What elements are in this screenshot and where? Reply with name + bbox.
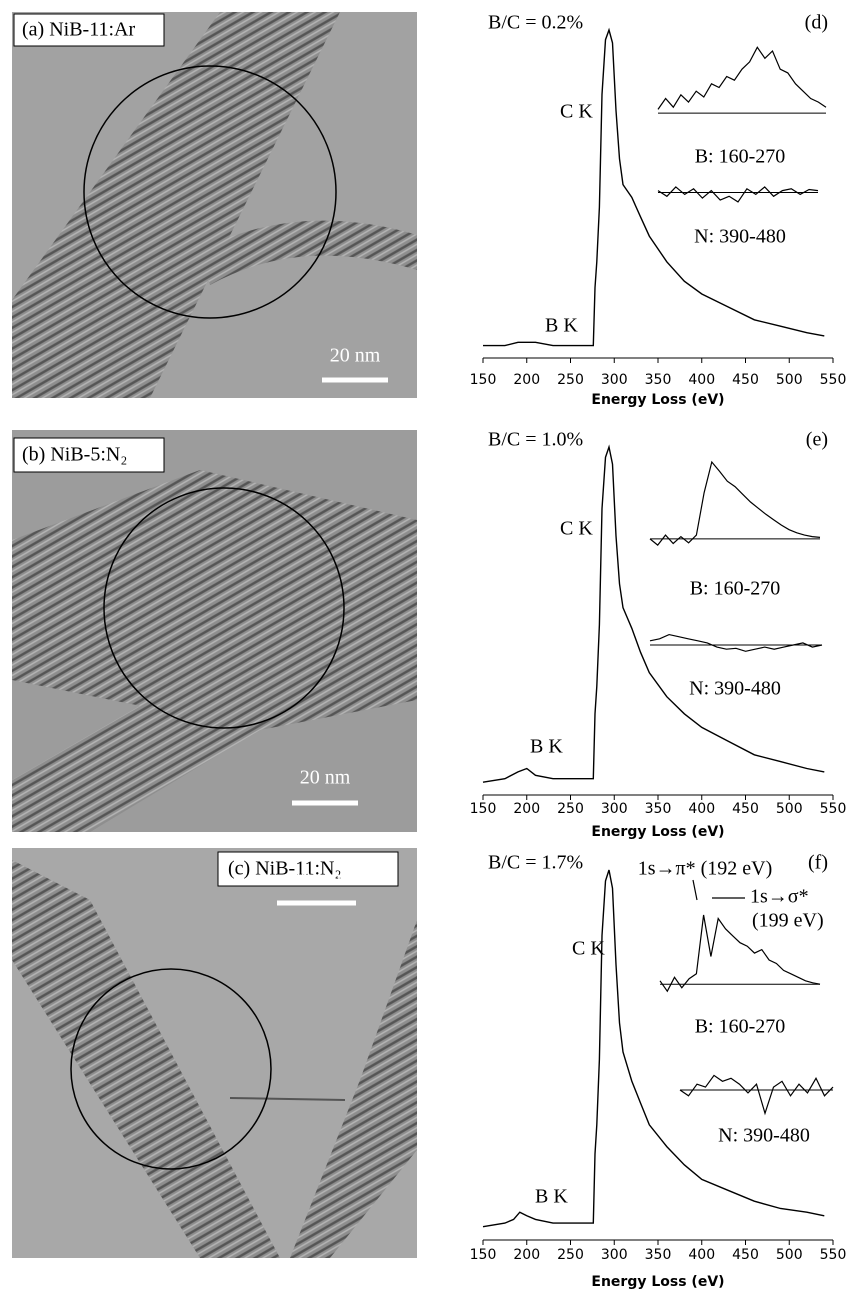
edge-label: B K: [530, 736, 563, 758]
label-box: [13, 13, 165, 47]
x-tick-label: 300: [601, 372, 628, 388]
x-tick-label: 350: [645, 372, 672, 388]
x-tick-label: 350: [645, 801, 672, 817]
x-tick-label: 250: [557, 801, 584, 817]
x-tick-label: 450: [732, 372, 759, 388]
label-box: [13, 437, 165, 473]
nanotube: [12, 700, 260, 832]
tem-panel-a: (a) NiB-11:Ar 20 nm: [12, 12, 417, 398]
inset-spectrum: [679, 1074, 834, 1116]
spectrum: [482, 444, 825, 783]
x-tick-label: 300: [601, 1247, 628, 1263]
label-box: [217, 851, 399, 887]
x-tick-label: 150: [470, 372, 497, 388]
ratio-label: B/C = 1.7%: [488, 852, 583, 874]
x-tick-label: 450: [732, 1247, 759, 1263]
x-tick-label: 400: [688, 372, 715, 388]
fiber: [229, 1097, 346, 1101]
circle: [103, 487, 345, 729]
edge-label: C K: [560, 518, 593, 540]
inset-spectrum: [657, 186, 819, 203]
x-tick-label: 550: [820, 372, 847, 388]
inset-label: B: 160-270: [690, 578, 781, 600]
nanotube: [12, 12, 340, 398]
tem-panel-c: (c) NiB-11:N₂ 20 nm: [12, 848, 417, 1258]
inset-label: N: 390-480: [694, 226, 786, 248]
inset-spectrum: [649, 633, 823, 652]
circle: [70, 968, 272, 1170]
panel-label: (e): [806, 429, 828, 451]
arrow: [692, 879, 698, 901]
peak-label: 1s→π* (192 eV): [638, 858, 773, 880]
inset-spectrum: [649, 460, 821, 546]
x-axis-label: Energy Loss (eV): [591, 1274, 724, 1290]
x-tick-label: 550: [820, 801, 847, 817]
scale-label: 20 nm: [330, 345, 381, 367]
peak-label: (199 eV): [752, 910, 824, 932]
nanotube: [200, 220, 417, 285]
peak-label: 1s→σ*: [750, 886, 809, 908]
x-tick-label: 350: [645, 1247, 672, 1263]
edge-label: B K: [535, 1186, 568, 1208]
circle: [83, 65, 337, 319]
nanotube: [12, 470, 417, 730]
tem-panel-b: (b) NiB-5:N₂ 20 nm: [12, 430, 417, 832]
x-tick-label: 400: [688, 801, 715, 817]
x-axis-label: Energy Loss (eV): [591, 824, 724, 840]
scale-label: 20 nm: [291, 868, 342, 890]
scale-label: 20 nm: [300, 767, 351, 789]
x-axis-label: Energy Loss (eV): [591, 392, 724, 408]
image-label: (b) NiB-5:N₂: [22, 444, 127, 466]
x-tick-label: 550: [820, 1247, 847, 1263]
image-label: (c) NiB-11:N₂: [228, 858, 341, 880]
image-label: (a) NiB-11:Ar: [22, 19, 135, 41]
x-tick-label: 450: [732, 801, 759, 817]
x-tick-label: 500: [776, 1247, 803, 1263]
x-tick-label: 250: [557, 1247, 584, 1263]
x-tick-label: 500: [776, 372, 803, 388]
x-tick-label: 400: [688, 1247, 715, 1263]
panel-label: (d): [805, 12, 828, 34]
x-tick-label: 250: [557, 372, 584, 388]
edge-label: C K: [560, 101, 593, 123]
x-tick-label: 500: [776, 801, 803, 817]
nanotube: [290, 920, 417, 1258]
x-tick-label: 200: [513, 801, 540, 817]
x-tick-label: 150: [470, 801, 497, 817]
x-tick-label: 300: [601, 801, 628, 817]
edge-label: C K: [572, 938, 605, 960]
ratio-label: B/C = 0.2%: [488, 12, 583, 34]
spectrum: [483, 27, 825, 347]
inset-label: B: 160-270: [695, 1016, 786, 1038]
inset-label: N: 390-480: [689, 678, 781, 700]
inset-label: B: 160-270: [695, 146, 786, 168]
spectrum: [482, 869, 825, 1228]
x-tick-label: 150: [470, 1247, 497, 1263]
panel-label: (f): [808, 852, 828, 874]
inset-spectrum: [659, 914, 821, 993]
x-tick-label: 200: [513, 372, 540, 388]
edge-label: B K: [545, 315, 578, 337]
x-tick-label: 200: [513, 1247, 540, 1263]
inset-spectrum: [657, 46, 827, 110]
nanotube: [12, 860, 280, 1258]
inset-label: N: 390-480: [718, 1125, 810, 1147]
ratio-label: B/C = 1.0%: [488, 429, 583, 451]
